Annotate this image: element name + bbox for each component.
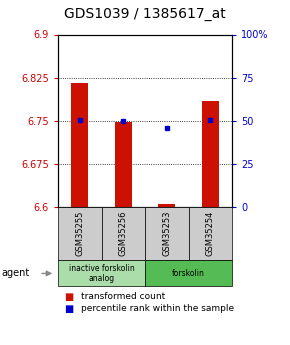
Text: GDS1039 / 1385617_at: GDS1039 / 1385617_at [64,7,226,21]
Bar [202,101,219,207]
Text: percentile rank within the sample: percentile rank within the sample [81,304,234,313]
Text: GSM35253: GSM35253 [162,211,171,256]
Text: ■: ■ [64,304,73,314]
Text: transformed count: transformed count [81,292,166,301]
Bar [115,122,132,207]
Text: inactive forskolin
analog: inactive forskolin analog [69,264,134,283]
Text: GSM35256: GSM35256 [119,211,128,256]
Text: GSM35255: GSM35255 [75,211,84,256]
Text: GSM35254: GSM35254 [206,211,215,256]
Text: forskolin: forskolin [172,269,205,278]
Text: agent: agent [1,268,30,278]
Text: ■: ■ [64,292,73,302]
Bar [158,204,175,207]
Bar [71,83,88,207]
